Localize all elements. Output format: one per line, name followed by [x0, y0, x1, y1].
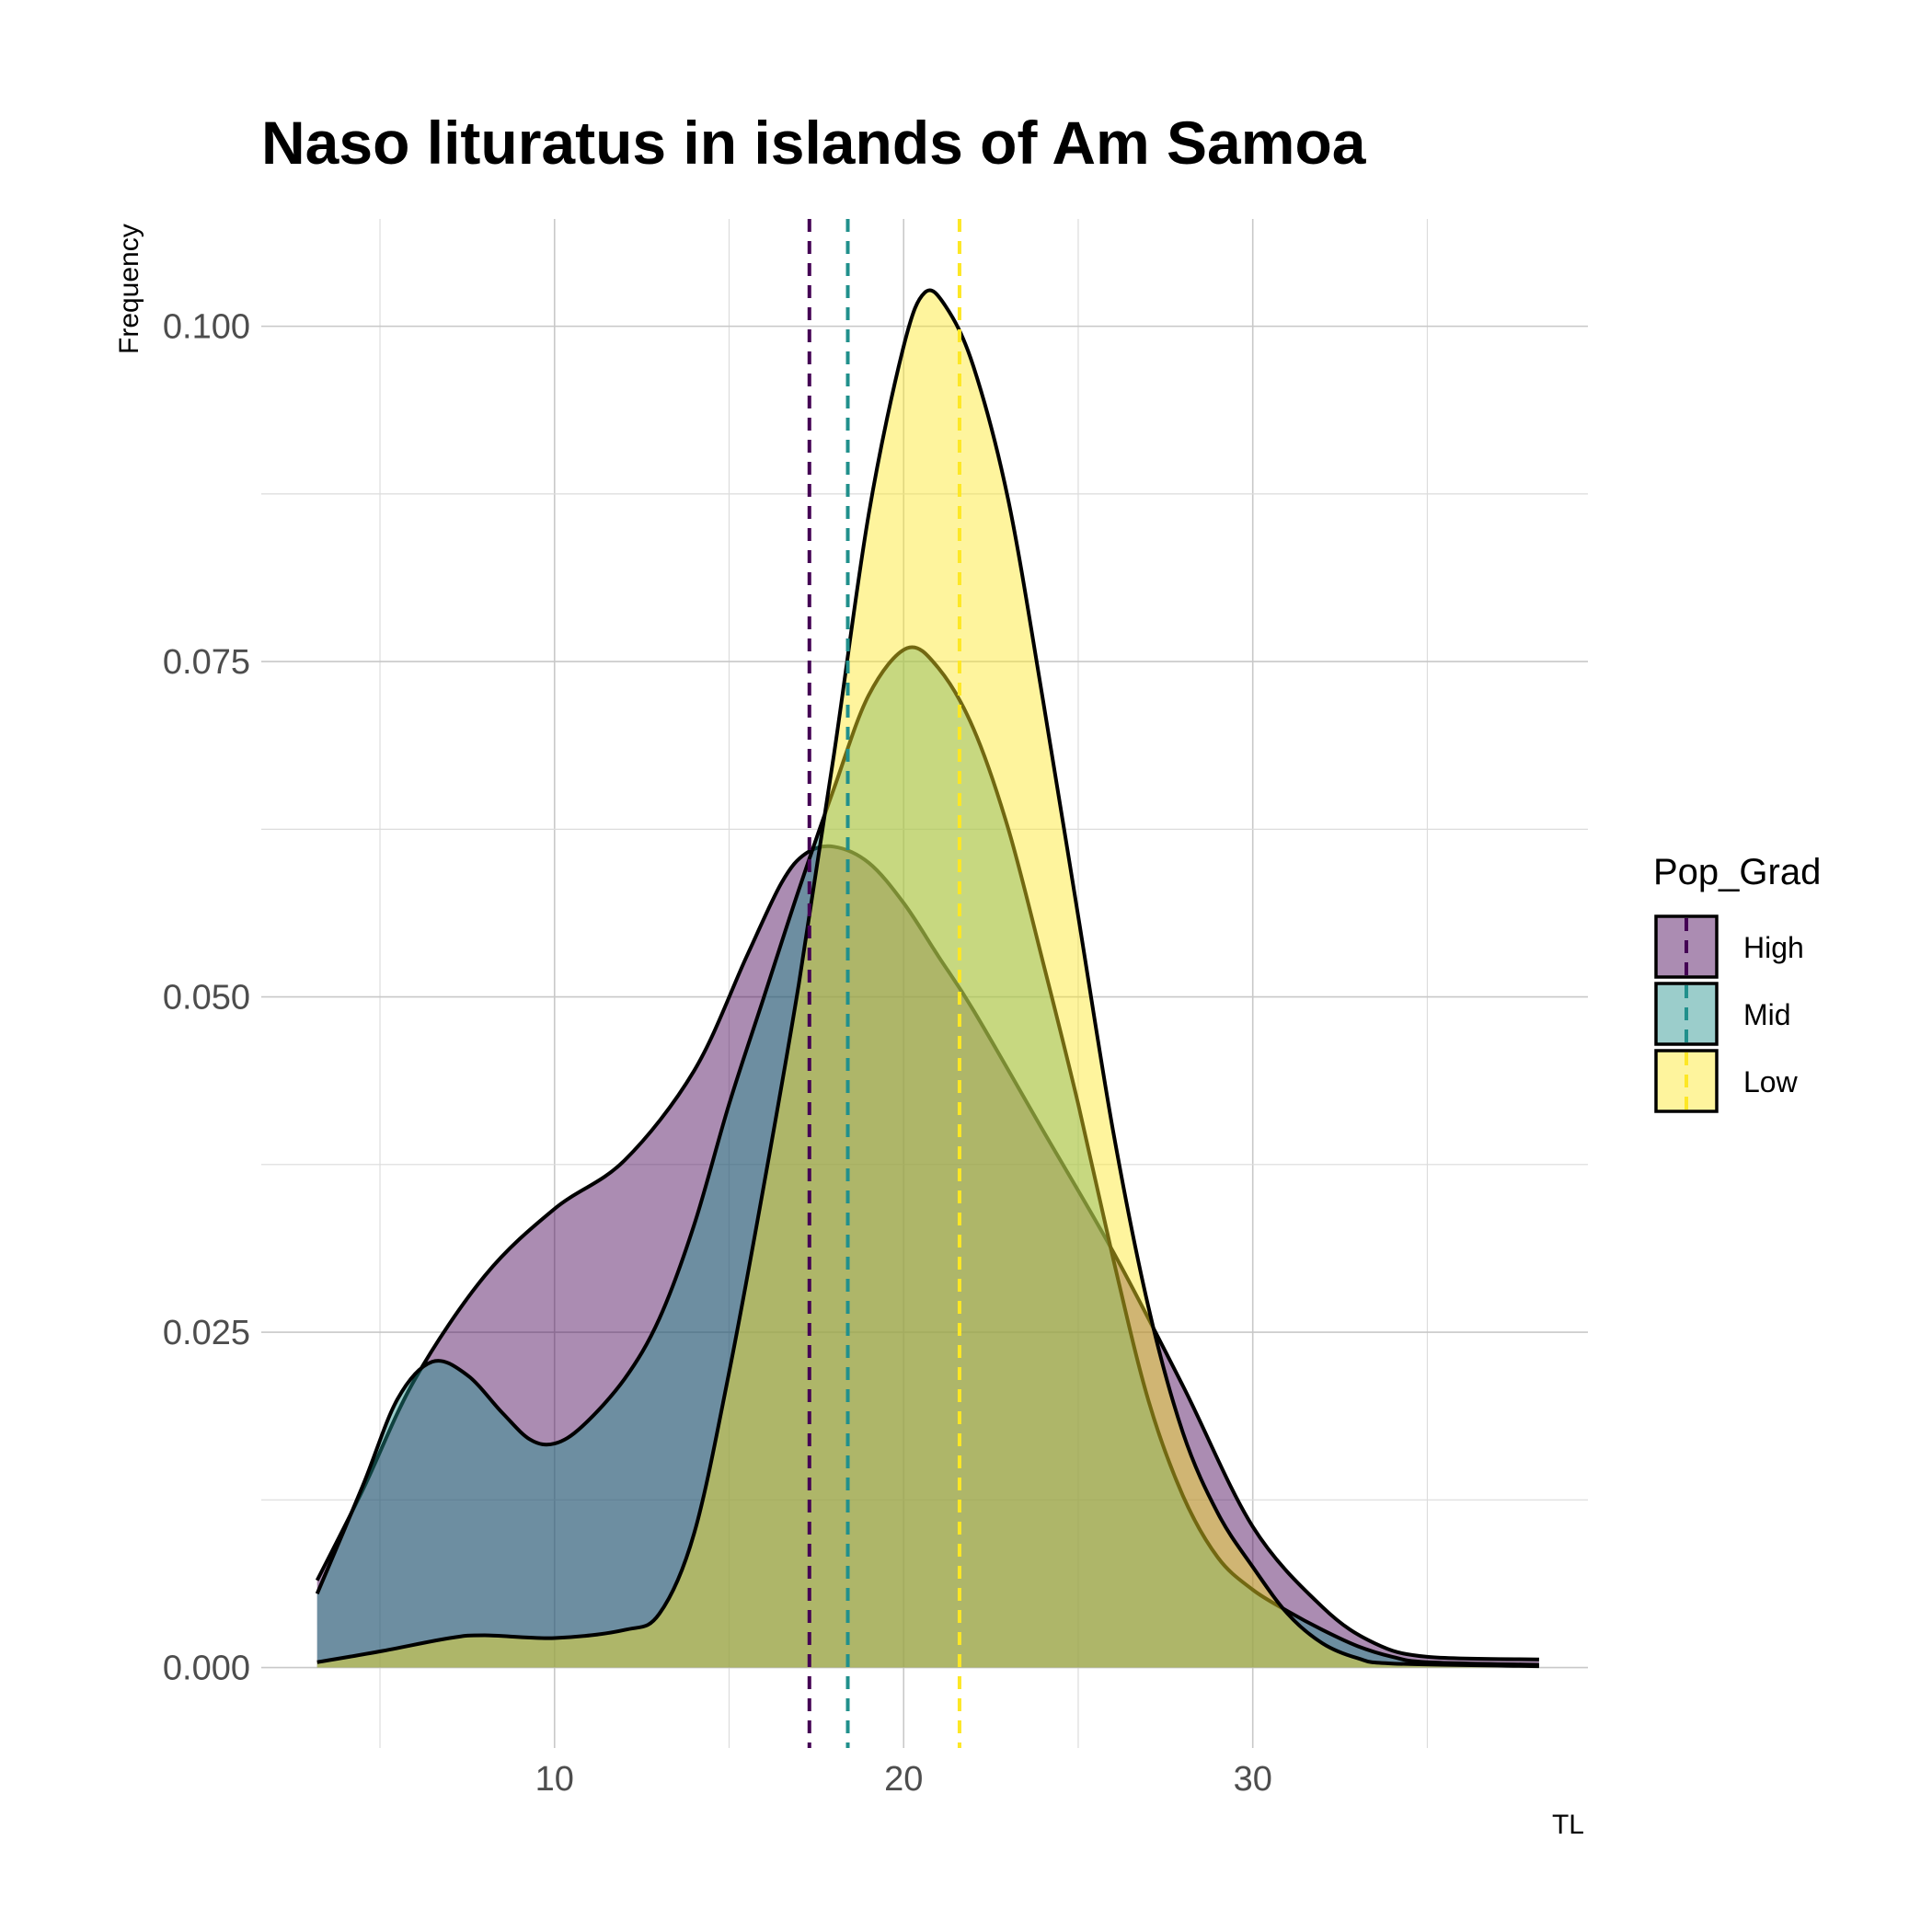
x-tick-label: 30: [1234, 1760, 1272, 1799]
legend: Pop_Grad High Mid Low: [1653, 852, 1821, 1113]
y-tick-label: 0.000: [163, 1650, 250, 1688]
x-tick-label: 10: [535, 1760, 574, 1799]
density-line-low: [316, 288, 1539, 1669]
y-tick-label: 0.050: [163, 979, 250, 1018]
y-axis-label: Frequency: [114, 224, 144, 354]
density-area-low: [316, 290, 1539, 1668]
x-axis-label: TL: [1552, 1810, 1584, 1840]
y-tick-label: 0.100: [163, 308, 250, 347]
chart-title: Naso lituratus in islands of Am Samoa: [261, 109, 1367, 177]
density-areas: [315, 288, 1539, 1669]
legend-title: Pop_Grad: [1653, 852, 1821, 892]
mean-lines: [807, 219, 961, 1748]
legend-label-mid: Mid: [1743, 998, 1791, 1031]
legend-label-high: High: [1743, 931, 1804, 964]
density-area-mid: [316, 647, 1539, 1668]
density-line-mid: [315, 645, 1539, 1667]
x-tick-label: 20: [884, 1760, 923, 1799]
legend-items: High Mid Low: [1654, 914, 1804, 1113]
legend-label-low: Low: [1743, 1065, 1799, 1098]
density-area-high: [316, 845, 1539, 1668]
density-line-high: [315, 844, 1539, 1662]
y-tick-label: 0.075: [163, 643, 250, 682]
axis-ticks: 10 20 30 0.000 0.025 0.050 0.075 0.100: [163, 308, 1272, 1799]
grid-lines: [261, 219, 1588, 1748]
y-tick-label: 0.025: [163, 1314, 250, 1352]
